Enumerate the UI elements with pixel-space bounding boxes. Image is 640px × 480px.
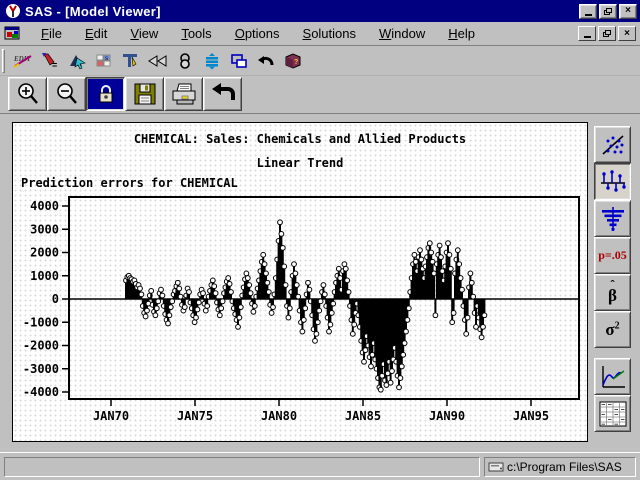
menu-tools[interactable]: Tools (181, 26, 212, 41)
lock-icon (99, 85, 112, 103)
svg-text:=: = (52, 60, 57, 70)
mdi-close-button[interactable]: × (618, 26, 636, 41)
save-icon (134, 83, 155, 105)
select-graph-icon[interactable] (65, 50, 89, 72)
status-bar: c:\Program Files\SAS (0, 452, 640, 480)
svg-text:3000: 3000 (30, 222, 59, 236)
graph-title: CHEMICAL: Sales: Chemicals and Allied Pr… (133, 132, 467, 146)
new-window-icon[interactable] (227, 50, 251, 72)
svg-text:EDIT: EDIT (13, 55, 31, 63)
svg-text:JAN90: JAN90 (429, 409, 465, 423)
undo-icon[interactable] (254, 50, 278, 72)
svg-text:0: 0 (52, 292, 59, 306)
svg-text:-2000: -2000 (23, 339, 59, 353)
title-bar: SAS - [Model Viewer] × (0, 0, 640, 22)
menu-help[interactable]: Help (448, 26, 475, 41)
menu-window[interactable]: Window (379, 26, 426, 41)
print-button[interactable] (164, 77, 203, 111)
back-button[interactable] (203, 77, 242, 111)
prediction-error-graph: CHEMICAL: Sales: Chemicals and Allied Pr… (12, 122, 588, 442)
table-edit-icon[interactable]: s (92, 50, 116, 72)
help-book-icon[interactable]: ? (281, 50, 305, 72)
sigma-squared-button[interactable]: σ2 (594, 311, 631, 348)
mdi-minimize-button[interactable] (578, 26, 596, 41)
sigma-squared-label: σ2 (605, 319, 620, 339)
zoom-out-button[interactable] (47, 77, 86, 111)
forecast-plot-icon (601, 365, 625, 388)
acf-plot-icon (601, 206, 624, 231)
svg-text:?: ? (294, 59, 298, 66)
menu-edit[interactable]: Edit (84, 26, 108, 41)
design-ruler-icon[interactable] (119, 50, 143, 72)
menu-file[interactable]: File (41, 26, 62, 41)
scatter-plot-icon (601, 134, 624, 155)
status-path-panel: c:\Program Files\SAS (484, 456, 636, 477)
svg-text:JAN85: JAN85 (345, 409, 381, 423)
viewer-zoom-toolbar (0, 76, 640, 114)
data-table-icon (599, 401, 626, 426)
formula-pencil-icon[interactable]: = (38, 50, 62, 72)
acf-plot-button[interactable] (594, 200, 631, 237)
menu-options[interactable]: Options (234, 26, 280, 41)
model-viewer-workspace: CHEMICAL: Sales: Chemicals and Allied Pr… (0, 114, 640, 452)
svg-text:JAN95: JAN95 (513, 409, 549, 423)
window-title: SAS - [Model Viewer] (25, 3, 161, 19)
graph-caption: Prediction errors for CHEMICAL (21, 176, 238, 190)
svg-text:1000: 1000 (30, 269, 59, 283)
toolbar-grip[interactable] (2, 48, 5, 73)
svg-text:-4000: -4000 (23, 385, 59, 399)
svg-text:-3000: -3000 (23, 362, 59, 376)
restore-button[interactable] (599, 3, 617, 19)
svg-text:4000: 4000 (30, 199, 59, 213)
drive-icon (488, 462, 504, 471)
forecast-plot-button[interactable] (594, 358, 631, 395)
lock-button[interactable] (86, 77, 125, 111)
levels-icon[interactable] (200, 50, 224, 72)
menu-view[interactable]: View (130, 26, 159, 41)
scatter-plot-button[interactable] (594, 126, 631, 163)
sas-logo-icon (6, 4, 20, 18)
svg-text:2000: 2000 (30, 246, 59, 260)
model-viewer-toolbar: p=.05 ˆ β σ2 (594, 126, 631, 432)
links-icon[interactable] (173, 50, 197, 72)
save-button[interactable] (125, 77, 164, 111)
svg-text:JAN75: JAN75 (177, 409, 213, 423)
close-button[interactable]: × (619, 3, 637, 19)
mdi-restore-button[interactable] (598, 26, 616, 41)
document-icon[interactable] (4, 26, 22, 42)
back-arrow-icon (211, 83, 235, 100)
menu-bar: File Edit View Tools Options Solutions W… (0, 22, 640, 46)
data-table-button[interactable] (594, 395, 631, 432)
needle-plot-icon (600, 169, 626, 192)
standard-toolbar: EDIT = s (0, 46, 640, 76)
svg-text:s: s (105, 56, 108, 62)
status-path: c:\Program Files\SAS (507, 459, 622, 474)
menu-solutions[interactable]: Solutions (302, 26, 356, 41)
p-value-button[interactable]: p=.05 (594, 237, 631, 274)
minimize-button[interactable] (579, 3, 597, 19)
svg-text:-1000: -1000 (23, 315, 59, 329)
zoom-in-button[interactable] (8, 77, 47, 111)
svg-text:JAN80: JAN80 (261, 409, 297, 423)
status-message (4, 456, 480, 477)
p-value-label: p=.05 (598, 248, 627, 262)
beta-hat-button[interactable]: ˆ β (594, 274, 631, 311)
rewind-icon[interactable] (146, 50, 170, 72)
zoom-in-icon (17, 83, 38, 104)
needle-plot: 4000 3000 2000 1000 0 -1000 -2000 -3000 -4000 JAN… (23, 196, 580, 423)
svg-text:JAN70: JAN70 (93, 409, 129, 423)
beta-hat-label: ˆ β (608, 276, 617, 305)
edit-command-icon[interactable]: EDIT (11, 50, 35, 72)
graph-subtitle: Linear Trend (256, 156, 344, 170)
print-icon (172, 83, 195, 105)
needle-plot-button[interactable] (594, 163, 631, 200)
zoom-out-icon (56, 83, 77, 104)
